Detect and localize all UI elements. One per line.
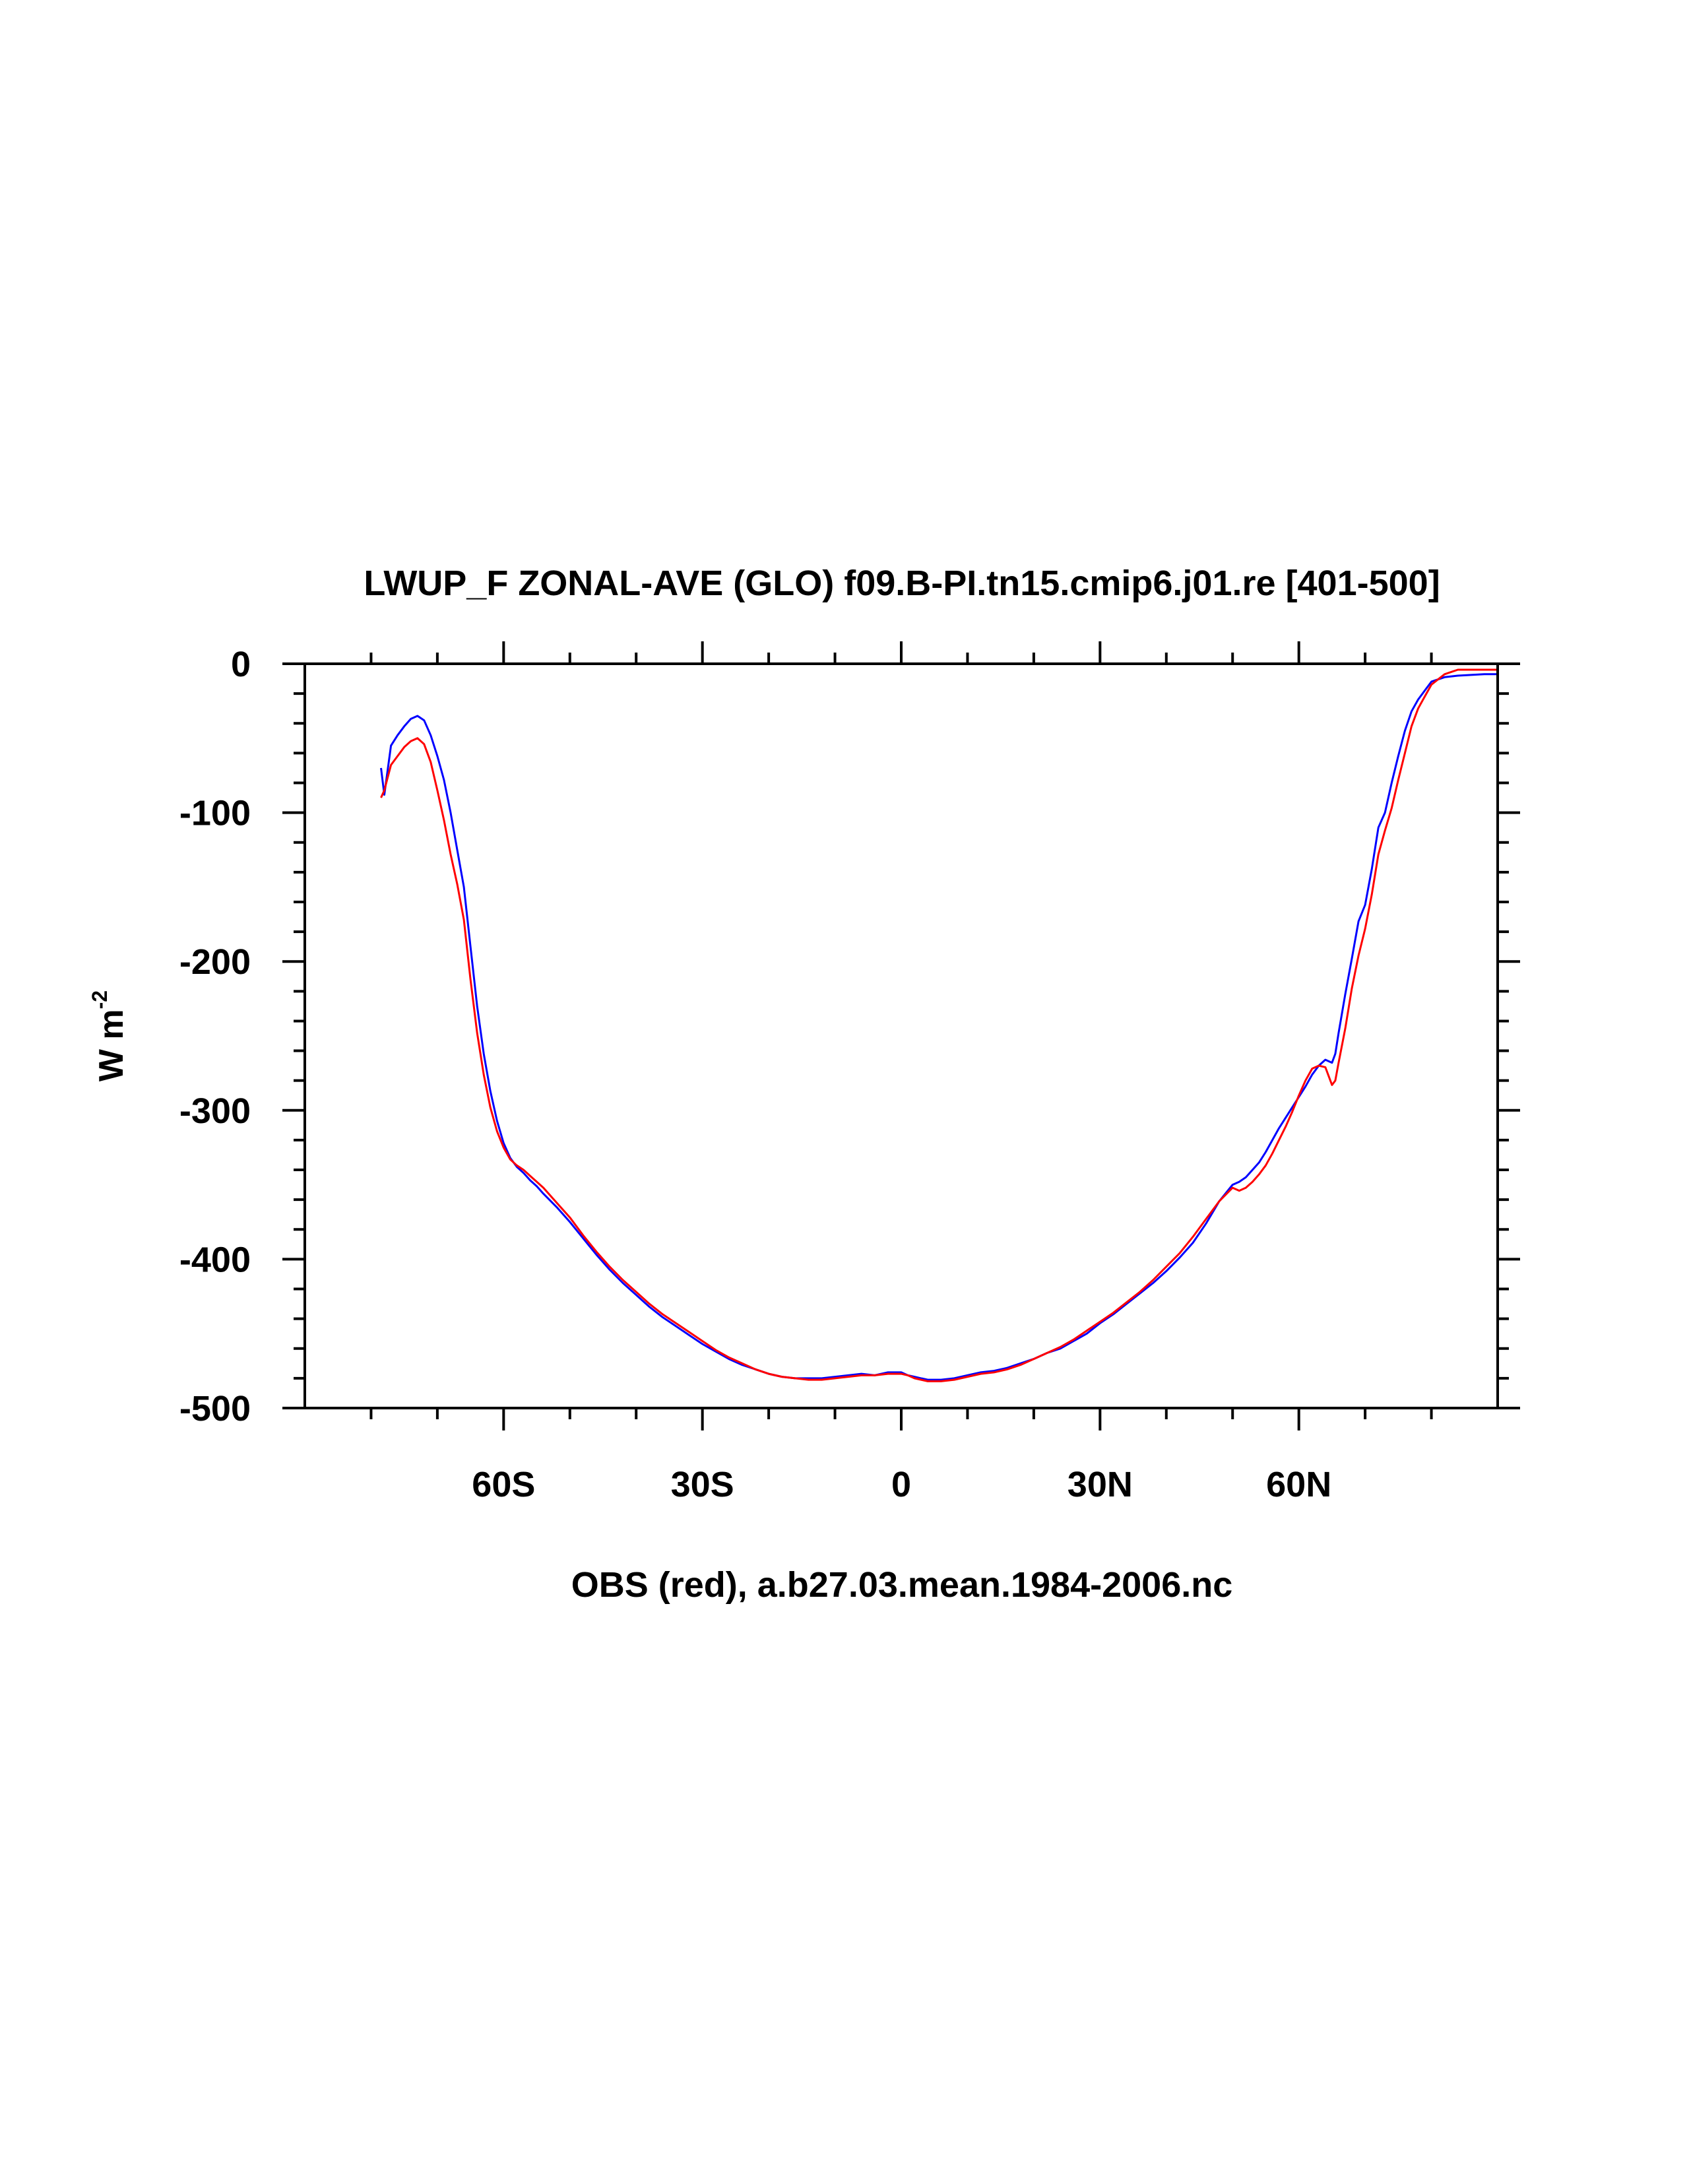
series-layer [380, 668, 1498, 1382]
x-axis-label: OBS (red), a.b27.03.mean.1984-2006.nc [571, 1565, 1233, 1605]
y-axis-label-base: W m [92, 1009, 131, 1081]
plot-frame [303, 662, 1499, 1409]
series-line-1 [380, 668, 1498, 1382]
series-line-0 [380, 673, 1498, 1381]
y-tick-label: -100 [179, 794, 251, 833]
y-tick-label: -500 [179, 1389, 251, 1429]
y-tick-label: 0 [231, 645, 251, 684]
y-axis-label-exponent: -2 [88, 990, 112, 1009]
x-tick-label: 60S [472, 1465, 535, 1504]
y-tick-label: -300 [179, 1091, 251, 1131]
x-tick-label: 30N [1068, 1465, 1133, 1504]
y-tick-label: -400 [179, 1240, 251, 1279]
x-tick-label: 60N [1266, 1465, 1331, 1504]
x-tick-label: 30S [671, 1465, 734, 1504]
y-axis-label: W m-2 [88, 990, 131, 1081]
y-tick-label: -200 [179, 942, 251, 982]
svg-text:W m-2: W m-2 [88, 990, 131, 1081]
ticks-layer: 60S 30S 0 30N 60N 0 -100 -200 -300 -400 -500 [179, 641, 1520, 1504]
chart-title: LWUP_F ZONAL-AVE (GLO) f09.B-PI.tn15.cmi… [364, 563, 1440, 603]
x-tick-label: 0 [891, 1465, 911, 1504]
